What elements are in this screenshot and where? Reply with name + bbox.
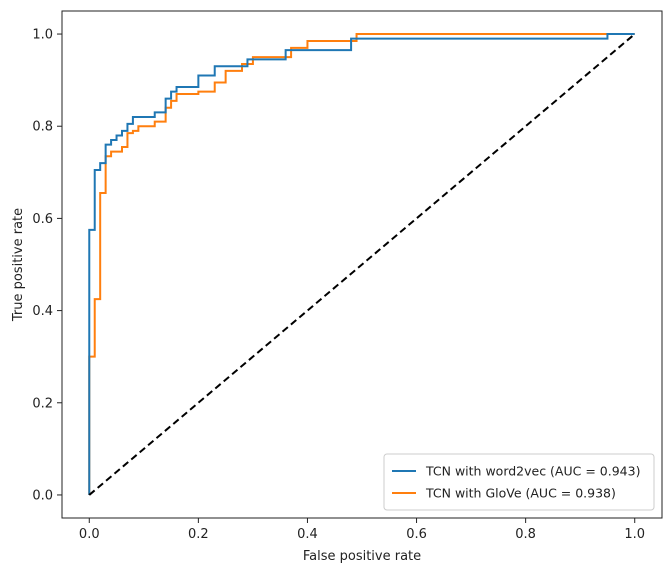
plot-frame bbox=[61, 10, 663, 519]
legend-box bbox=[383, 453, 655, 511]
legend-label-glove: TCN with GloVe (AUC = 0.938) bbox=[425, 486, 616, 501]
x-tick-label: 0.8 bbox=[515, 527, 536, 542]
plot-area: 0.0 0.2 0.4 0.6 0.8 1.0 0.0 0.2 0.4 0.6 0.8 1.0 bbox=[32, 10, 663, 542]
y-tick-label: 0.8 bbox=[32, 120, 53, 135]
y-tick-label: 1.0 bbox=[32, 28, 53, 43]
x-tick-label: 1.0 bbox=[624, 527, 645, 542]
series-layer bbox=[88, 33, 636, 496]
x-tick-label: 0.6 bbox=[406, 527, 427, 542]
x-tick-label: 0.2 bbox=[188, 527, 209, 542]
x-tick-label: 0.0 bbox=[79, 527, 100, 542]
y-tick-label: 0.4 bbox=[32, 304, 53, 319]
series-word2vec bbox=[88, 33, 635, 495]
y-tick-label: 0.6 bbox=[32, 212, 53, 227]
y-tick-label: 0.0 bbox=[32, 488, 53, 503]
series-chance-diagonal bbox=[88, 33, 636, 496]
y-tick-label: 0.2 bbox=[32, 396, 53, 411]
legend-label-word2vec: TCN with word2vec (AUC = 0.943) bbox=[425, 464, 640, 479]
legend: TCN with word2vec (AUC = 0.943) TCN with… bbox=[383, 453, 655, 511]
x-axis: 0.0 0.2 0.4 0.6 0.8 1.0 bbox=[79, 518, 645, 542]
x-tick-label: 0.4 bbox=[297, 527, 318, 542]
y-axis: 0.0 0.2 0.4 0.6 0.8 1.0 bbox=[32, 28, 62, 503]
x-axis-label: False positive rate bbox=[303, 549, 421, 564]
y-axis-label: True positive rate bbox=[11, 208, 26, 322]
